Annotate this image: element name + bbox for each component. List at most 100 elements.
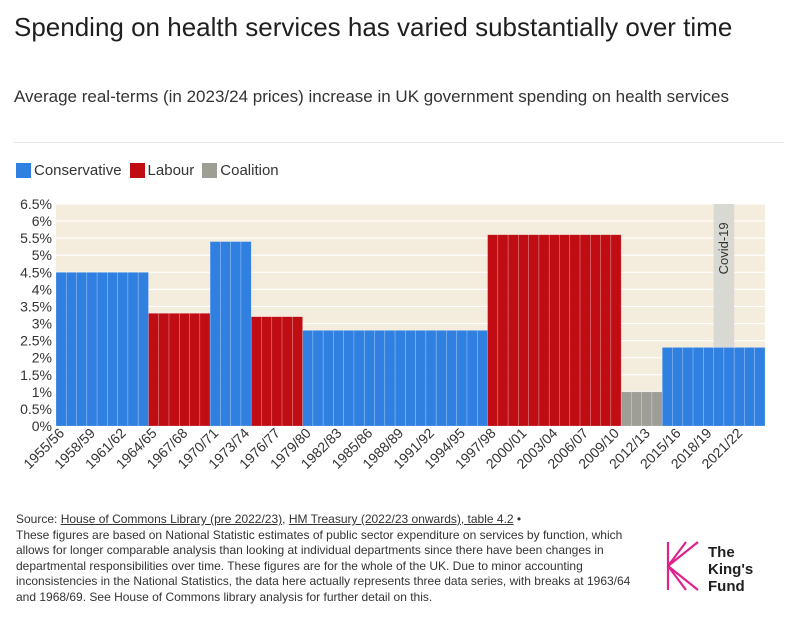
y-tick-label: 5.5% <box>20 230 52 246</box>
bar-coalition <box>631 391 642 427</box>
bar-conservative <box>682 347 694 427</box>
y-tick-label: 3.5% <box>20 298 52 314</box>
chart-title: Spending on health services has varied s… <box>14 12 733 42</box>
y-tick-label: 4.5% <box>20 264 52 280</box>
bar-conservative <box>692 347 704 427</box>
bar-coalition <box>641 391 653 427</box>
bar-labour <box>559 234 571 427</box>
bar-labour <box>518 234 529 427</box>
bar-conservative <box>466 330 478 427</box>
legend-label-coalition: Coalition <box>220 162 279 179</box>
bar-conservative <box>744 347 756 427</box>
bar-conservative <box>713 347 725 427</box>
bar-conservative <box>65 272 77 427</box>
bar-conservative <box>425 330 437 427</box>
y-tick-label: 6.5% <box>20 196 52 212</box>
bar-labour <box>528 234 540 427</box>
source-link-commons-library[interactable]: House of Commons Library (pre 2022/23) <box>60 512 283 526</box>
bar-labour <box>610 234 622 427</box>
bar-chart: 0%0.5%1%1.5%2%2.5%3% 3.5%4%4.5%5%5.5%6%6.… <box>20 196 766 472</box>
chart-subtitle: Average real-terms (in 2023/24 prices) i… <box>14 87 730 106</box>
bar-labour <box>158 312 170 427</box>
kings-fund-logo[interactable]: The King's Fund <box>664 540 784 602</box>
legend-item-conservative[interactable]: Conservative <box>16 162 122 179</box>
legend-swatch-labour <box>129 163 145 178</box>
logo-line-kings: King's <box>708 561 754 578</box>
bar-conservative <box>127 272 139 427</box>
y-tick-label: 1% <box>32 384 52 400</box>
bar-conservative <box>312 330 324 427</box>
bar-conservative <box>86 272 98 427</box>
source-separator: , <box>282 512 289 526</box>
bar-labour <box>189 312 201 427</box>
bar-conservative <box>415 330 427 427</box>
bar-conservative <box>405 330 416 427</box>
bar-conservative <box>209 241 221 427</box>
y-tick-label: 6% <box>32 213 52 229</box>
y-tick-label: 0.5% <box>20 401 52 417</box>
legend-item-labour[interactable]: Labour <box>129 162 194 179</box>
legend: Conservative Labour Coalition <box>16 162 279 179</box>
bar-conservative <box>374 330 386 427</box>
bar-labour <box>148 312 160 427</box>
bar-labour <box>179 312 190 427</box>
bar-labour <box>600 234 612 427</box>
source-notes: Source: House of Commons Library (pre 20… <box>16 512 644 606</box>
bar-conservative <box>723 347 735 427</box>
bar-conservative <box>76 272 88 427</box>
y-tick-label: 3% <box>32 316 52 332</box>
bar-labour <box>250 316 262 427</box>
bar-labour <box>261 316 273 427</box>
bar-conservative <box>333 330 345 427</box>
bar-labour <box>507 234 519 427</box>
bar-conservative <box>363 330 375 427</box>
legend-swatch-coalition <box>202 163 218 178</box>
bar-labour <box>199 312 211 427</box>
bar-conservative <box>754 347 766 427</box>
bar-conservative <box>446 330 458 427</box>
bar-conservative <box>672 347 684 427</box>
legend-swatch-conservative <box>16 163 31 178</box>
bar-labour <box>569 234 581 427</box>
y-tick-label: 5% <box>32 247 52 263</box>
y-tick-label: 1.5% <box>20 367 52 383</box>
bar-conservative <box>137 272 149 427</box>
bar-conservative <box>353 330 365 427</box>
bar-conservative <box>107 272 118 427</box>
covid-annotation: Covid-19 <box>716 222 731 274</box>
y-tick-label: 2% <box>32 350 52 366</box>
bar-conservative <box>343 330 355 427</box>
bar-labour <box>281 316 293 427</box>
bar-labour <box>538 234 550 427</box>
bar-conservative <box>661 347 673 427</box>
source-link-hm-treasury[interactable]: HM Treasury (2022/23 onwards), table 4.2 <box>288 512 514 526</box>
legend-item-coalition[interactable]: Coalition <box>202 162 279 179</box>
bar-conservative <box>476 330 488 427</box>
bar-conservative <box>394 330 406 427</box>
divider <box>14 142 784 143</box>
logo-line-the: The <box>708 544 735 561</box>
bar-conservative <box>302 330 314 427</box>
bar-conservative <box>117 272 129 427</box>
notes-body: These figures are based on National Stat… <box>16 527 631 604</box>
bar-labour <box>497 234 509 427</box>
source-prefix: Source: <box>16 512 61 526</box>
bar-conservative <box>384 330 396 427</box>
bar-conservative <box>55 272 67 427</box>
kings-fund-k-icon <box>666 541 699 591</box>
bar-labour <box>292 316 303 427</box>
bar-conservative <box>220 241 231 427</box>
bar-labour <box>487 234 499 427</box>
bar-labour <box>271 316 283 427</box>
bar-conservative <box>240 241 252 427</box>
bar-coalition <box>620 391 632 427</box>
bar-conservative <box>733 347 745 427</box>
bar-labour <box>579 234 591 427</box>
bar-coalition <box>651 391 663 427</box>
source-bullet: • <box>513 512 522 526</box>
bar-conservative <box>230 241 242 427</box>
legend-label-conservative: Conservative <box>34 162 122 179</box>
bar-conservative <box>456 330 468 427</box>
logo-wordmark: The King's Fund <box>708 544 753 595</box>
bar-labour <box>548 234 560 427</box>
